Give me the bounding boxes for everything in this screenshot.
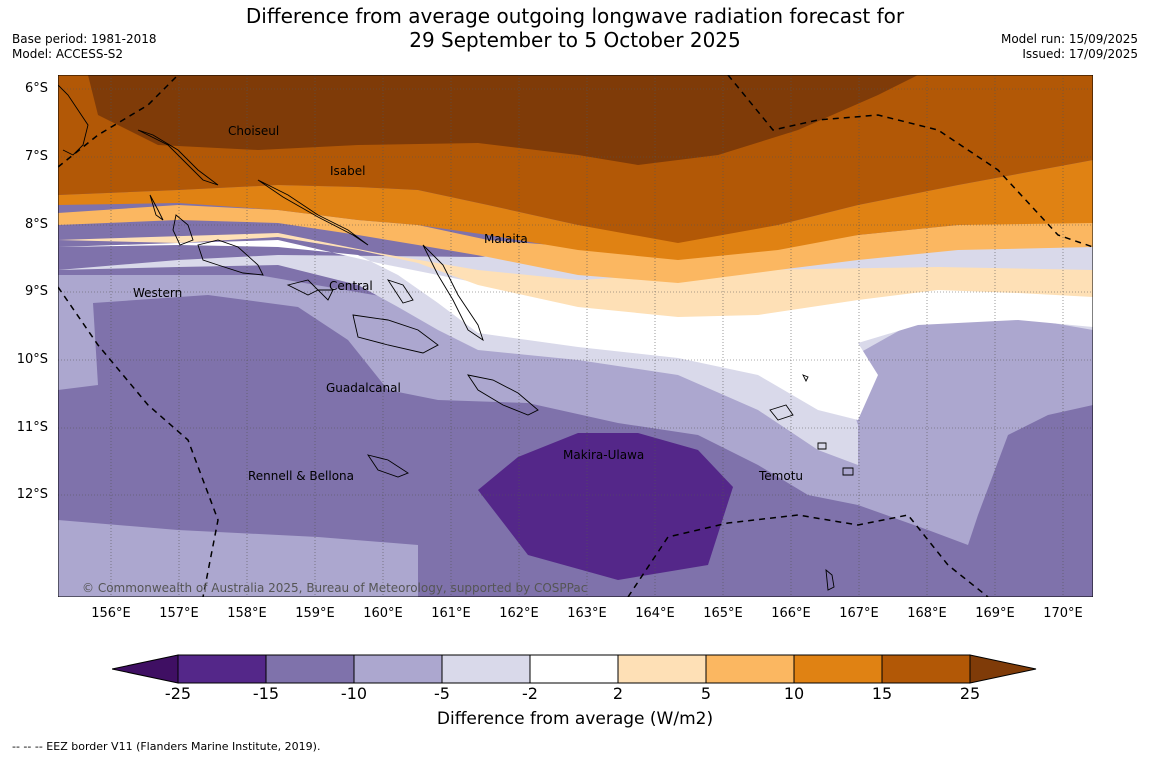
lat-tick: 12°S [16,487,48,502]
region-label-rennell-bellona: Rennell & Bellona [248,469,355,483]
lat-tick: 7°S [24,149,48,164]
lon-tick: 164°E [635,606,675,621]
colorbar-tick: 2 [612,684,624,703]
colorbar-segment [881,654,971,684]
colorbar-tick: 5 [700,684,712,703]
band-above-25 [88,75,918,165]
colorbar-segment [177,654,267,684]
eez-footnote: -- -- -- EEZ border V11 (Flanders Marine… [12,740,321,753]
lon-tick: 166°E [771,606,811,621]
lon-tick: 156°E [91,606,131,621]
colorbar-segment [617,654,707,684]
colorbar-segment [529,654,619,684]
colorbar-segment [441,654,531,684]
lon-tick: 162°E [499,606,539,621]
colorbar-extend-high [969,654,1037,684]
lon-tick: 169°E [975,606,1015,621]
lat-tick: 8°S [24,217,48,232]
graticule [58,75,1093,597]
copyright-notice: © Commonwealth of Australia 2025, Bureau… [82,581,588,595]
region-label-malaita: Malaita [484,232,528,246]
eez-border [58,75,1093,597]
lat-tick: 11°S [16,420,48,435]
lon-tick: 158°E [227,606,267,621]
colorbar-tick: 15 [871,684,893,703]
model-run: Model run: 15/09/2025 [1000,32,1138,46]
band-5-10 [58,205,1093,283]
island-outlines [58,84,854,591]
colorbar-segment [793,654,883,684]
issued-date: Issued: 17/09/2025 [1022,47,1138,61]
band-2-5 [58,233,1093,317]
region-label-central: Central [329,279,373,293]
band-10-15 [58,160,1093,260]
chart-title-line1: Difference from average outgoing longwav… [245,4,905,28]
region-label-western: Western [133,286,183,300]
model-name: Model: ACCESS-S2 [12,47,124,61]
lon-tick: 160°E [363,606,403,621]
lon-tick: 168°E [907,606,947,621]
lon-tick: 157°E [159,606,199,621]
lon-tick: 161°E [431,606,471,621]
lat-tick: 6°S [24,81,48,96]
region-label-choiseul: Choiseul [228,124,280,138]
colorbar-tick: -25 [164,684,192,703]
colorbar-tick: 25 [959,684,981,703]
lat-tick: 9°S [24,284,48,299]
region-label-isabel: Isabel [330,164,366,178]
colorbar-tick: -15 [252,684,280,703]
colorbar-tick: 10 [783,684,805,703]
colorbar [112,654,1037,684]
band-minus10-minus5-south [58,520,418,597]
region-label-guadalcanal: Guadalcanal [326,381,401,395]
lon-tick: 159°E [295,606,335,621]
lon-tick: 165°E [703,606,743,621]
chart-title-line2: 29 September to 5 October 2025 [409,28,741,52]
region-label-makira-ulawa: Makira-Ulawa [563,448,645,462]
band-below-minus15 [478,433,733,580]
lat-tick: 10°S [16,352,48,367]
olr-anomaly-map [58,75,1093,597]
colorbar-tick: -10 [340,684,368,703]
colorbar-extend-low [112,654,179,684]
colorbar-segment [353,654,443,684]
lon-tick: 167°E [839,606,879,621]
colorbar-segment [705,654,795,684]
lon-tick: 170°E [1043,606,1083,621]
colorbar-segment [265,654,355,684]
lon-tick: 163°E [567,606,607,621]
colorbar-label: Difference from average (W/m2) [436,709,714,729]
colorbar-tick: -2 [522,684,538,703]
base-period: Base period: 1981-2018 [12,32,157,46]
region-label-temotu: Temotu [759,469,804,483]
colorbar-tick: -5 [434,684,450,703]
band-minus2-plus2 [58,240,1093,420]
